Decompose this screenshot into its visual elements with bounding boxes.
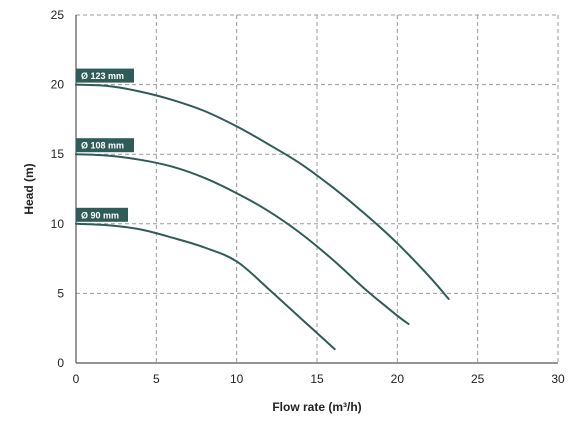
series-line-2 bbox=[75, 222, 336, 351]
series-labels: Ø 123 mm Ø 108 mm Ø 90 mm bbox=[76, 68, 134, 222]
y-axis-title: Head (m) bbox=[22, 163, 36, 214]
y-tick-label: 10 bbox=[51, 217, 65, 231]
x-axis-title: Flow rate (m³/h) bbox=[272, 400, 361, 414]
series-label-2: Ø 90 mm bbox=[76, 207, 128, 222]
series-label-text: Ø 90 mm bbox=[81, 210, 119, 220]
series-label-0: Ø 123 mm bbox=[76, 68, 134, 83]
y-tick-label: 0 bbox=[57, 356, 64, 370]
series-label-box bbox=[76, 207, 128, 222]
series-label-1: Ø 108 mm bbox=[76, 138, 134, 153]
x-tick-label: 15 bbox=[310, 372, 324, 386]
series-label-text: Ø 108 mm bbox=[81, 141, 124, 151]
series-label-text: Ø 123 mm bbox=[81, 71, 124, 81]
series-line-0 bbox=[75, 83, 450, 300]
x-tick-label: 10 bbox=[230, 372, 244, 386]
x-tick-label: 0 bbox=[73, 372, 80, 386]
x-tick-label: 5 bbox=[153, 372, 160, 386]
series-line-1 bbox=[75, 153, 410, 325]
tick-labels: 0 5 10 15 20 25 30 0 5 10 15 20 25 bbox=[51, 8, 565, 386]
y-tick-label: 15 bbox=[51, 147, 65, 161]
x-tick-label: 25 bbox=[471, 372, 485, 386]
x-tick-label: 20 bbox=[391, 372, 405, 386]
y-tick-label: 5 bbox=[57, 286, 64, 300]
y-tick-label: 25 bbox=[51, 8, 65, 22]
x-tick-label: 30 bbox=[551, 372, 565, 386]
y-tick-label: 20 bbox=[51, 78, 65, 92]
series-lines bbox=[75, 83, 450, 351]
grid bbox=[76, 14, 559, 363]
series-label-box bbox=[76, 68, 134, 83]
series-label-box bbox=[76, 138, 134, 153]
